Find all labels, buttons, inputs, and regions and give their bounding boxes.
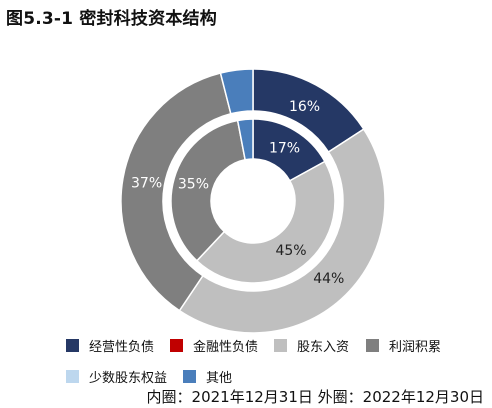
outer-slice-label-2: 44% [313, 271, 344, 287]
legend-item-other[interactable]: 其他 [183, 367, 232, 386]
legend-item-operating-liabilities[interactable]: 经营性负债 [66, 336, 154, 355]
legend-label: 经营性负债 [89, 340, 155, 355]
outer-ring [120, 68, 386, 334]
legend-item-minority-interest[interactable]: 少数股东权益 [66, 367, 167, 386]
legend-label: 其他 [206, 371, 233, 386]
outer-slice-2 [178, 128, 386, 334]
outer-slice-label-0: 16% [289, 99, 320, 115]
legend-swatch [66, 339, 79, 352]
legend-swatch [183, 370, 196, 383]
inner-slice-3 [170, 119, 247, 262]
legend-label: 利润积累 [389, 340, 442, 355]
inner-slice-label-0: 17% [269, 141, 300, 157]
legend-swatch [170, 339, 183, 352]
inner-ring [170, 118, 336, 284]
slice-labels: 16% 44% 37% 17% 45% 35% [131, 99, 344, 287]
outer-slice-3 [120, 72, 232, 312]
legend-item-shareholder-capital[interactable]: 股东入资 [274, 336, 349, 355]
legend-item-retained-earnings[interactable]: 利润积累 [366, 336, 441, 355]
inner-slice-2 [195, 160, 336, 284]
legend-swatch [66, 370, 79, 383]
outer-slice-label-3: 37% [131, 176, 162, 192]
chart-title: 图5.3-1 密封科技资本结构 [6, 9, 217, 29]
outer-slice-5 [219, 68, 254, 115]
inner-slice-label-2: 45% [275, 243, 306, 259]
ring-date-footnote: 内圈：2021年12月31日 外圈：2022年12月30日 [146, 388, 484, 406]
legend-swatch [366, 339, 379, 352]
inner-slice-5 [236, 118, 254, 161]
legend-label: 少数股东权益 [89, 371, 168, 386]
legend-label: 股东入资 [297, 340, 350, 355]
legend-item-financial-liabilities[interactable]: 金融性负债 [170, 336, 258, 355]
legend-label: 金融性负债 [193, 340, 259, 355]
inner-slice-label-3: 35% [178, 177, 209, 193]
legend-swatch [274, 339, 287, 352]
